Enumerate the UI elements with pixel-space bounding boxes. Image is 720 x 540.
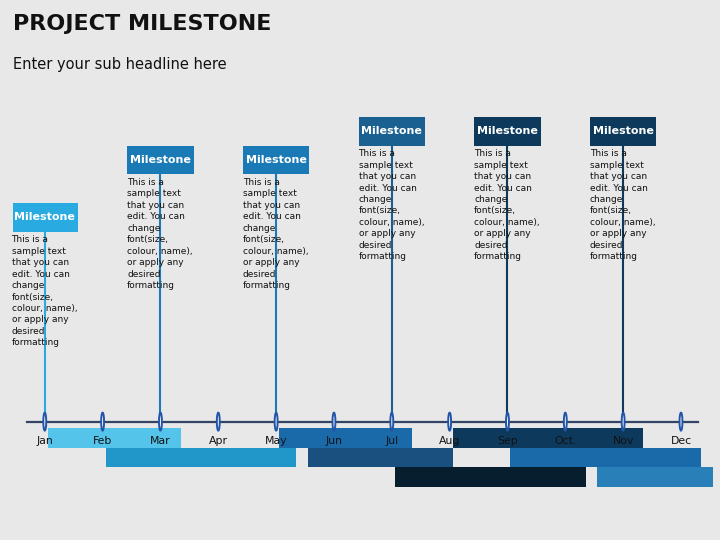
Circle shape	[102, 413, 104, 430]
Circle shape	[506, 413, 509, 430]
Bar	[48, 428, 181, 448]
Bar	[308, 448, 453, 467]
Text: Dec: Dec	[670, 436, 691, 446]
Circle shape	[159, 413, 162, 430]
Text: May: May	[265, 436, 287, 446]
Text: Jan: Jan	[37, 436, 53, 446]
Circle shape	[448, 413, 451, 430]
Circle shape	[43, 413, 46, 430]
Text: This is a
sample text
that you can
edit. You can
change
font(size,
colour, name): This is a sample text that you can edit.…	[12, 235, 77, 347]
Text: Milestone: Milestone	[593, 126, 654, 136]
Text: Feb: Feb	[93, 436, 112, 446]
Bar	[127, 146, 194, 174]
Text: This is a
sample text
that you can
edit. You can
change
font(size,
colour, name): This is a sample text that you can edit.…	[243, 178, 308, 290]
Text: This is a
sample text
that you can
edit. You can
change
font(size,
colour, name): This is a sample text that you can edit.…	[359, 149, 424, 261]
Text: PROJECT MILESTONE: PROJECT MILESTONE	[13, 14, 271, 33]
Text: This is a
sample text
that you can
edit. You can
change
font(size,
colour, name): This is a sample text that you can edit.…	[127, 178, 193, 290]
Bar	[395, 467, 585, 487]
Bar	[12, 203, 78, 232]
Circle shape	[680, 413, 683, 430]
Text: Milestone: Milestone	[246, 155, 307, 165]
Text: Nov: Nov	[613, 436, 634, 446]
Text: Aug: Aug	[439, 436, 460, 446]
Circle shape	[621, 413, 624, 430]
Bar	[597, 467, 713, 487]
Text: This is a
sample text
that you can
edit. You can
change
font(size,
colour, name): This is a sample text that you can edit.…	[590, 149, 655, 261]
Bar	[279, 428, 412, 448]
Bar	[243, 146, 310, 174]
Text: Enter your sub headline here: Enter your sub headline here	[13, 57, 227, 72]
Bar	[510, 448, 701, 467]
Text: This is a
sample text
that you can
edit. You can
change
font(size,
colour, name): This is a sample text that you can edit.…	[474, 149, 540, 261]
Text: Milestone: Milestone	[130, 155, 191, 165]
Text: Sep: Sep	[497, 436, 518, 446]
Text: Milestone: Milestone	[14, 212, 75, 222]
Text: Jul: Jul	[385, 436, 398, 446]
Circle shape	[390, 413, 393, 430]
Bar	[453, 428, 644, 448]
Text: Apr: Apr	[209, 436, 228, 446]
Bar	[474, 117, 541, 146]
Text: Milestone: Milestone	[361, 126, 422, 136]
Text: Oct.: Oct.	[554, 436, 577, 446]
Bar	[359, 117, 425, 146]
Circle shape	[333, 413, 336, 430]
Bar	[590, 117, 657, 146]
Circle shape	[274, 413, 278, 430]
Circle shape	[217, 413, 220, 430]
Bar	[106, 448, 297, 467]
Text: Milestone: Milestone	[477, 126, 538, 136]
Circle shape	[564, 413, 567, 430]
Text: Mar: Mar	[150, 436, 171, 446]
Text: Jun: Jun	[325, 436, 343, 446]
